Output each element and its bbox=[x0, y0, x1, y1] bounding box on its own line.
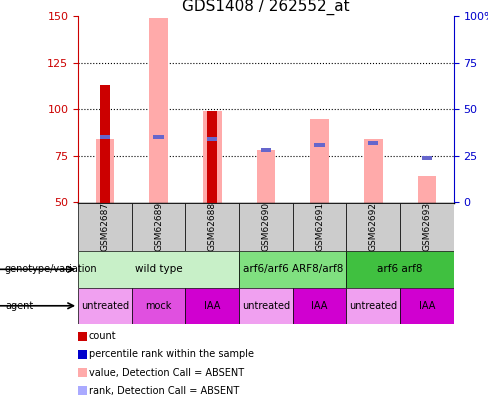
Bar bbox=[185, 288, 239, 324]
Bar bbox=[293, 202, 346, 251]
Text: untreated: untreated bbox=[349, 301, 397, 311]
Bar bbox=[346, 251, 454, 288]
Bar bbox=[418, 177, 436, 202]
Bar bbox=[364, 139, 383, 202]
Text: GSM62688: GSM62688 bbox=[208, 202, 217, 252]
Text: percentile rank within the sample: percentile rank within the sample bbox=[89, 350, 254, 359]
Bar bbox=[78, 288, 132, 324]
Bar bbox=[257, 150, 275, 202]
Text: GSM62689: GSM62689 bbox=[154, 202, 163, 252]
Bar bbox=[185, 202, 239, 251]
Text: genotype/variation: genotype/variation bbox=[5, 264, 98, 274]
Text: GSM62691: GSM62691 bbox=[315, 202, 324, 252]
Bar bbox=[346, 202, 400, 251]
Bar bbox=[239, 288, 293, 324]
Bar bbox=[153, 135, 164, 139]
Text: untreated: untreated bbox=[242, 301, 290, 311]
Bar bbox=[132, 202, 185, 251]
Text: wild type: wild type bbox=[135, 264, 183, 274]
Bar bbox=[400, 202, 454, 251]
Bar bbox=[203, 111, 222, 202]
Bar bbox=[96, 139, 114, 202]
Text: IAA: IAA bbox=[311, 301, 328, 311]
Bar bbox=[422, 156, 432, 160]
Title: GDS1408 / 262552_at: GDS1408 / 262552_at bbox=[182, 0, 350, 15]
Text: count: count bbox=[89, 331, 117, 341]
Bar bbox=[100, 85, 110, 202]
Text: rank, Detection Call = ABSENT: rank, Detection Call = ABSENT bbox=[89, 386, 239, 396]
Bar bbox=[239, 202, 293, 251]
Text: GSM62692: GSM62692 bbox=[369, 202, 378, 251]
Bar bbox=[368, 141, 379, 145]
Bar bbox=[293, 288, 346, 324]
Bar bbox=[132, 288, 185, 324]
Text: agent: agent bbox=[5, 301, 33, 311]
Bar bbox=[400, 288, 454, 324]
Bar bbox=[78, 251, 239, 288]
Bar bbox=[207, 111, 218, 202]
Bar bbox=[100, 135, 110, 139]
Text: untreated: untreated bbox=[81, 301, 129, 311]
Text: arf6/arf6 ARF8/arf8: arf6/arf6 ARF8/arf8 bbox=[243, 264, 343, 274]
Text: arf6 arf8: arf6 arf8 bbox=[377, 264, 423, 274]
Bar bbox=[310, 119, 329, 202]
Bar bbox=[261, 149, 271, 152]
Text: GSM62693: GSM62693 bbox=[423, 202, 431, 252]
Bar bbox=[78, 202, 132, 251]
Text: IAA: IAA bbox=[419, 301, 435, 311]
Bar bbox=[239, 251, 346, 288]
Text: mock: mock bbox=[145, 301, 172, 311]
Bar bbox=[207, 137, 218, 141]
Text: GSM62690: GSM62690 bbox=[262, 202, 270, 252]
Bar bbox=[314, 143, 325, 147]
Text: value, Detection Call = ABSENT: value, Detection Call = ABSENT bbox=[89, 368, 244, 377]
Bar bbox=[346, 288, 400, 324]
Text: IAA: IAA bbox=[204, 301, 221, 311]
Bar bbox=[149, 18, 168, 202]
Text: GSM62687: GSM62687 bbox=[101, 202, 109, 252]
